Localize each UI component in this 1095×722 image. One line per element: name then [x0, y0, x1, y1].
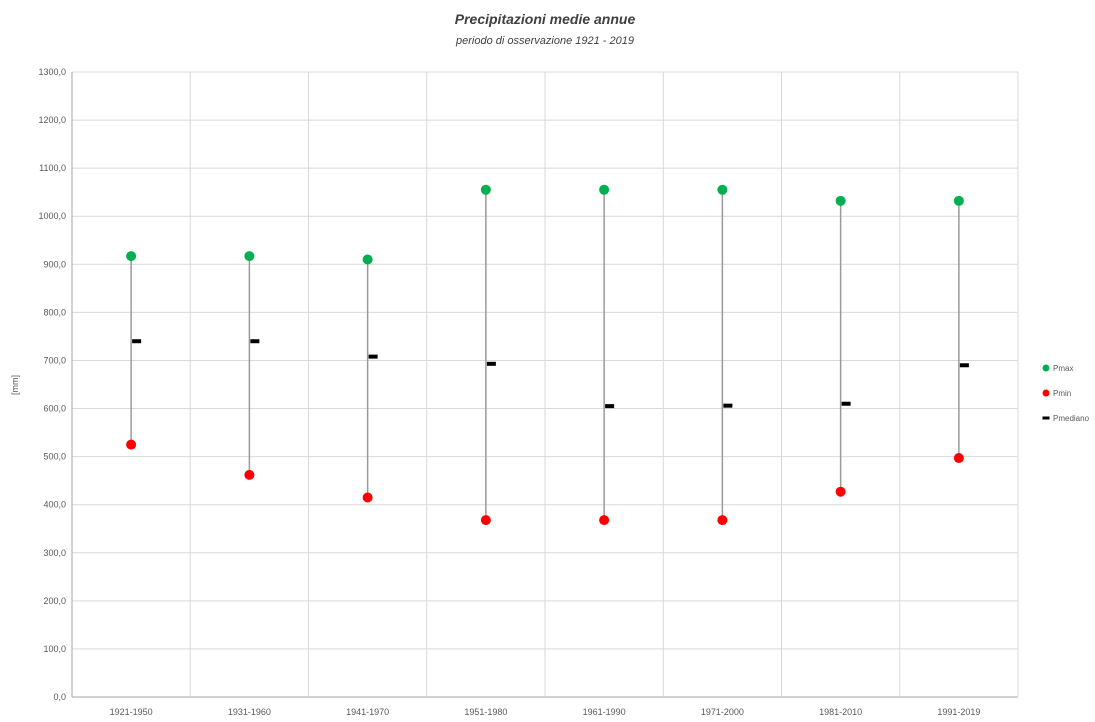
x-tick-label: 1951-1980	[464, 707, 507, 717]
legend-label: Pmediano	[1053, 414, 1090, 423]
pmin-point	[599, 515, 610, 526]
y-tick-label: 1300,0	[38, 67, 66, 77]
pmediano-marker	[959, 363, 969, 368]
pmax-point	[362, 254, 373, 265]
y-axis-ticks: 0,0 100,0 200,0 300,0 400,0 500,0 600,0 700,0 80…	[38, 67, 66, 702]
legend-marker	[1042, 416, 1050, 420]
pmediano-marker	[368, 354, 378, 359]
pmax-point	[953, 195, 964, 206]
legend: Pmax Pmin Pmediano	[1042, 364, 1090, 423]
pmin-point	[362, 492, 373, 503]
pmin-point	[717, 515, 728, 526]
x-tick-label: 1921-1950	[110, 707, 153, 717]
chart-subtitle: periodo di osservazione 1921 - 2019	[455, 35, 634, 47]
pmin-point	[835, 486, 846, 497]
pmax-point	[480, 184, 491, 195]
pmin-point	[953, 453, 964, 464]
x-tick-label: 1941-1970	[346, 707, 389, 717]
pmax-point	[244, 251, 255, 262]
pmax-point	[835, 195, 846, 206]
x-tick-label: 1981-2010	[819, 707, 862, 717]
y-tick-label: 200,0	[43, 596, 66, 606]
y-tick-label: 0,0	[53, 692, 66, 702]
chart-title: Precipitazioni medie annue	[455, 11, 636, 27]
y-tick-label: 1100,0	[39, 163, 66, 173]
pmediano-marker	[605, 404, 615, 409]
pmax-point	[599, 184, 610, 195]
y-tick-label: 600,0	[43, 404, 66, 414]
legend-marker	[1042, 389, 1050, 397]
legend-item: Pmediano	[1042, 414, 1090, 423]
pmediano-marker	[723, 403, 733, 408]
legend-item: Pmin	[1042, 389, 1071, 398]
pmediano-marker	[841, 401, 851, 406]
pmax-point	[126, 251, 137, 262]
x-axis-ticks: 1921-1950 1931-1960 1941-1970 1951-1980 1961…	[110, 707, 981, 717]
y-axis-label: [mm]	[10, 375, 20, 395]
y-tick-label: 900,0	[43, 259, 66, 269]
y-tick-label: 300,0	[43, 548, 66, 558]
pmediano-marker	[250, 339, 260, 344]
pmin-point	[480, 515, 491, 526]
pmediano-marker	[132, 339, 142, 344]
y-tick-label: 800,0	[43, 307, 66, 317]
x-tick-label: 1991-2019	[937, 707, 980, 717]
y-tick-label: 700,0	[43, 355, 66, 365]
y-tick-label: 100,0	[43, 644, 66, 654]
legend-label: Pmax	[1053, 364, 1073, 373]
x-tick-label: 1971-2000	[701, 707, 744, 717]
pmin-point	[244, 469, 255, 480]
legend-item: Pmax	[1042, 364, 1073, 373]
range-lines	[130, 189, 960, 521]
y-tick-label: 1200,0	[38, 115, 66, 125]
legend-marker	[1042, 364, 1050, 372]
grid	[71, 71, 1019, 698]
data-markers	[126, 184, 969, 526]
x-tick-label: 1961-1990	[583, 707, 626, 717]
legend-label: Pmin	[1053, 389, 1071, 398]
pmediano-marker	[486, 361, 496, 366]
pmin-point	[126, 439, 137, 450]
pmax-point	[717, 184, 728, 195]
x-tick-label: 1931-1960	[228, 707, 271, 717]
y-tick-label: 1000,0	[38, 211, 66, 221]
y-tick-label: 500,0	[43, 452, 66, 462]
y-tick-label: 400,0	[43, 500, 66, 510]
